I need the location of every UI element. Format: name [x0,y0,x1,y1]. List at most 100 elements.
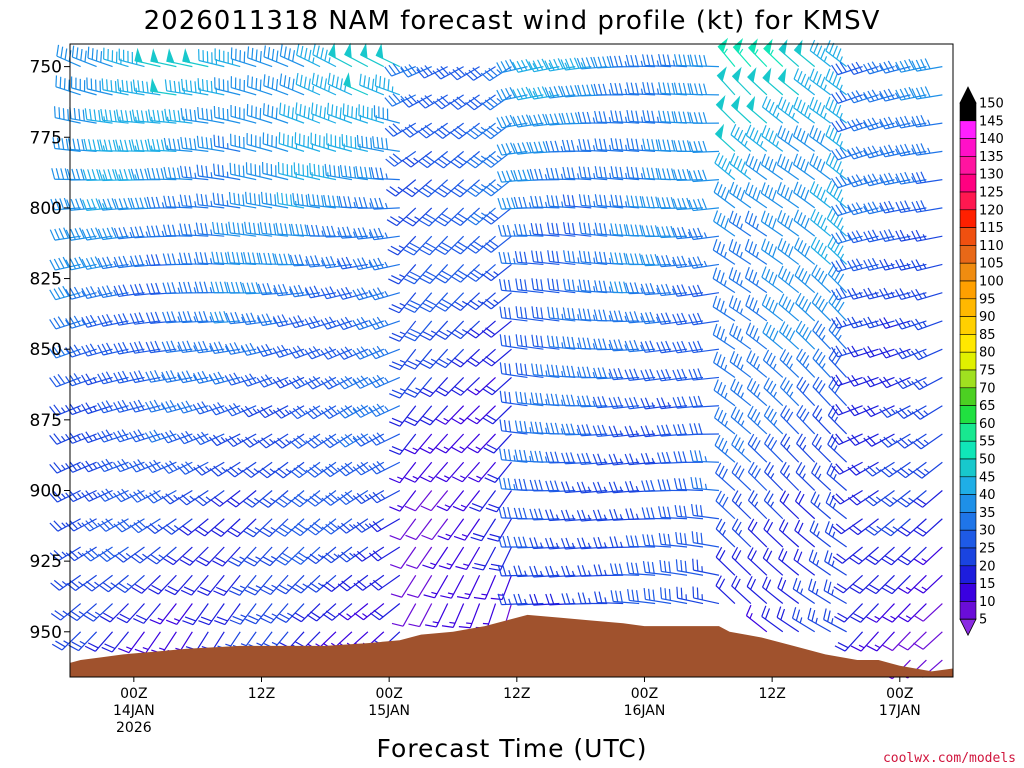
wind-barb [643,588,672,605]
wind-barb [691,503,720,520]
wind-barb [197,574,225,596]
wind-barb [49,433,81,445]
wind-barb [97,285,129,299]
wind-barb [65,256,97,271]
wind-barb [434,179,465,198]
wind-barb [52,137,81,152]
wind-barb [515,391,544,407]
wind-barb [209,310,241,324]
wind-barb [375,43,401,68]
wind-barb [692,586,720,605]
colorbar-cell [959,245,977,264]
wind-barb [481,122,512,140]
wind-barb [626,562,656,576]
wind-barb [626,138,656,152]
wind-barb [244,221,273,237]
wind-barb [49,374,81,388]
wind-barb [530,195,560,209]
colorbar-top-arrow [959,86,977,104]
wind-barb [879,433,911,448]
wind-barb [177,340,209,354]
wind-barb [321,256,353,269]
wind-barb [147,109,177,124]
wind-barb [131,574,161,594]
wind-barb [714,123,736,152]
wind-barb [763,405,784,435]
colorbar-label: 45 [979,470,996,485]
wind-barb [295,72,321,96]
wind-barb [146,546,177,565]
wind-barb [827,405,848,435]
wind-barb [146,254,177,267]
colorbar-label: 100 [979,275,1004,290]
wind-barb [561,112,592,125]
wind-barb [228,192,257,209]
wind-barb [163,195,193,209]
wind-barb [481,348,512,367]
colorbar-cell [959,102,977,122]
wind-barb [369,197,400,210]
wind-barb [257,283,289,296]
wind-barb [97,256,129,270]
wind-barb [609,536,640,549]
wind-barb [761,125,784,152]
wind-barb [182,603,209,626]
wind-barb [715,546,736,576]
wind-barb [197,78,225,96]
wind-barb [592,424,624,438]
wind-barb [824,521,847,548]
wind-barb [258,490,289,508]
wind-barb [594,166,624,181]
wind-barb [321,518,353,535]
wind-barb [466,320,496,339]
wind-barb [81,343,113,357]
wind-barb [306,518,337,536]
wind-barb [288,315,321,329]
y-tick-label: 775 [30,128,62,148]
wind-barb [213,163,241,181]
wind-barb [419,235,449,256]
wind-barb [608,481,640,494]
wind-barb [179,546,209,566]
wind-barb [134,631,161,654]
wind-barb [146,196,177,209]
wind-barb [879,200,911,214]
wind-barb [129,399,161,413]
wind-barb [195,222,225,237]
wind-barb [421,518,449,541]
wind-barb [809,96,832,124]
wind-barb [211,251,241,266]
wind-barb [400,122,433,138]
wind-barb [368,257,400,271]
wind-barb [160,399,193,414]
wind-barb [880,490,911,507]
wind-barb [466,405,496,425]
wind-barb [847,174,879,188]
wind-barb [97,371,129,385]
colorbar-label: 105 [979,257,1004,272]
wind-barb [464,66,496,81]
wind-barb [230,133,257,152]
wind-barb [450,292,480,311]
wind-barb [497,197,528,210]
wind-barb [450,348,480,368]
wind-barb [688,169,719,183]
wind-barb [132,79,161,96]
wind-barb [163,166,193,181]
wind-barb [847,202,879,216]
wind-barb [529,479,560,492]
wind-barb [101,631,129,653]
wind-barb [49,518,81,532]
wind-barb [911,114,943,128]
wind-barb [731,434,752,463]
wind-barb [809,181,832,209]
wind-barb [213,574,241,597]
colorbar-cell [959,369,977,389]
wind-barb [593,338,624,351]
wind-barb [272,314,305,328]
x-tick-label: 16JAN [624,703,666,719]
wind-barb [97,342,129,356]
wind-barb [178,281,209,294]
x-tick-label: 14JAN [113,703,155,719]
